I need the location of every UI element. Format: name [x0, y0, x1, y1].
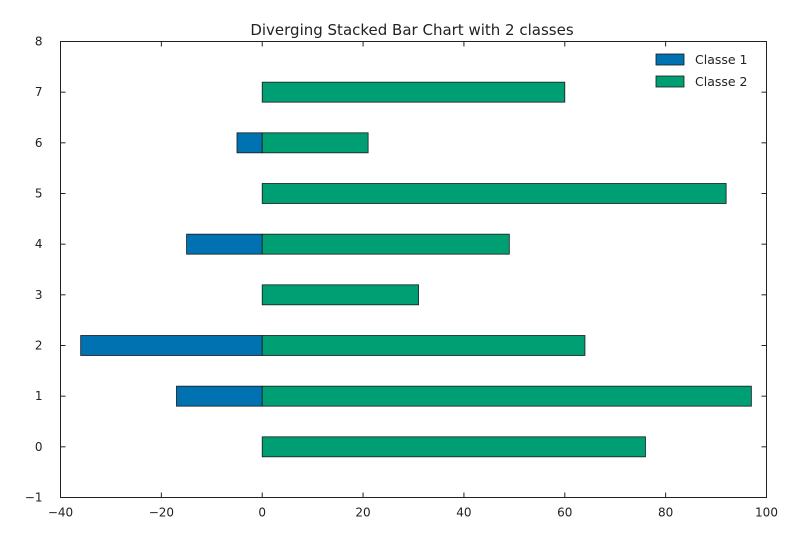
legend-swatch: [655, 75, 685, 88]
x-tick-label: −20: [149, 506, 174, 520]
x-tick-label: 80: [658, 506, 673, 520]
x-tick-label: −40: [48, 506, 73, 520]
y-tick-label: −1: [25, 491, 43, 505]
x-tick-label: 20: [355, 506, 370, 520]
bar-classe-2-cat-5: [261, 183, 727, 204]
bar-classe-2-cat-1: [261, 385, 752, 407]
x-tick-label: 60: [557, 506, 572, 520]
bar-classe-2-cat-3: [261, 284, 419, 306]
bar-classe-1-cat-6: [236, 132, 263, 154]
bar-classe-1-cat-2: [80, 335, 263, 356]
chart-title: Diverging Stacked Bar Chart with 2 class…: [250, 21, 573, 39]
bars-layer: [80, 81, 752, 458]
y-tick-label: 8: [35, 35, 43, 49]
y-tick-label: 0: [35, 440, 43, 454]
y-tick-label: 2: [35, 339, 43, 353]
bar-classe-1-cat-4: [186, 233, 263, 255]
y-tick-label: 5: [35, 187, 43, 201]
plot-frame: [60, 41, 767, 498]
y-tick-label: 6: [35, 136, 43, 150]
ticks-layer: −40 −20 0 20 40 60 80 100 −1 0 1 2 3 4 5 6 7 8: [25, 35, 778, 520]
legend-label: Classe 2: [695, 74, 748, 89]
legend: Classe 1 Classe 2: [655, 52, 748, 89]
y-tick-label: 4: [35, 237, 43, 251]
legend-swatch: [655, 53, 685, 66]
legend-label: Classe 1: [695, 52, 748, 67]
y-tick-label: 7: [35, 85, 43, 99]
bar-classe-2-cat-6: [261, 132, 369, 154]
bar-classe-2-cat-0: [261, 436, 646, 458]
bar-classe-2-cat-2: [261, 335, 586, 356]
y-tick-label: 1: [35, 389, 43, 403]
bar-classe-2-cat-4: [261, 233, 510, 255]
x-tick-label: 100: [755, 506, 778, 520]
y-tick-label: 3: [35, 288, 43, 302]
x-tick-label: 0: [258, 506, 266, 520]
bar-classe-1-cat-1: [176, 385, 263, 407]
x-tick-label: 40: [456, 506, 471, 520]
bar-classe-2-cat-7: [261, 81, 566, 103]
